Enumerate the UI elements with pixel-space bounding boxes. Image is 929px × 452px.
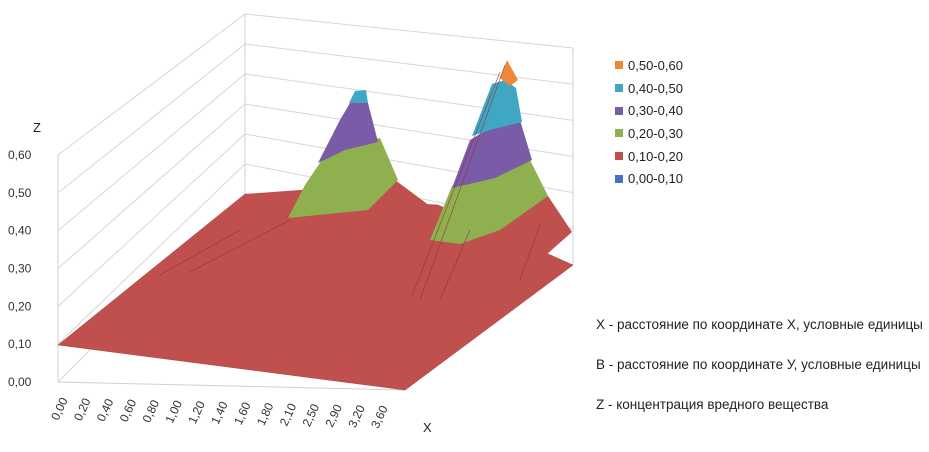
z-tick-label: 0,40 xyxy=(8,224,32,238)
right-peak-purple xyxy=(452,120,532,188)
z-gridline xyxy=(57,43,574,194)
x-tick-label: 0,20 xyxy=(71,396,94,423)
legend-label: 0,10-0,20 xyxy=(628,148,683,164)
surface xyxy=(57,60,574,391)
legend-swatch-icon xyxy=(615,61,623,70)
x-tick-label: 0,40 xyxy=(94,396,117,423)
legend-item: 0,20-0,30 xyxy=(615,122,755,145)
legend-swatch-icon xyxy=(615,174,623,183)
legend-swatch-icon xyxy=(615,84,623,93)
x-tick-label: 3,60 xyxy=(368,403,391,430)
z-gridline xyxy=(57,73,574,232)
note-y: В - расстояние по координате У, условные… xyxy=(596,357,921,372)
z-tick-label: 0,10 xyxy=(8,337,32,351)
x-tick-label: 1,00 xyxy=(162,398,185,425)
x-tick-label: 0,60 xyxy=(117,397,140,424)
x-tick-label: 0,80 xyxy=(140,397,163,424)
legend-swatch-icon xyxy=(615,129,623,138)
legend-label: 0,00-0,10 xyxy=(628,171,683,187)
legend-item: 0,50-0,60 xyxy=(615,54,755,77)
x-tick-label: 2,50 xyxy=(300,401,323,428)
legend-label: 0,20-0,30 xyxy=(628,125,683,141)
z-tick-label: 0,50 xyxy=(8,186,32,200)
left-peak-green xyxy=(288,138,398,218)
legend-item: 0,40-0,50 xyxy=(615,77,755,100)
legend: 0,50-0,60 0,40-0,50 0,30-0,40 0,20-0,30 … xyxy=(615,54,755,190)
x-tick-label: 2,10 xyxy=(277,401,300,428)
left-peak-teal xyxy=(349,90,368,103)
z-tick-label: 0,20 xyxy=(8,299,32,313)
legend-item: 0,00-0,10 xyxy=(615,167,755,190)
z-tick-label: 0,60 xyxy=(8,148,32,162)
x-axis-ticks: 0,00 0,20 0,40 0,60 0,80 1,00 1,20 1,40 1,60 1,80… xyxy=(48,395,391,430)
x-axis-label: X xyxy=(423,420,432,435)
right-peak-red xyxy=(405,196,572,300)
legend-swatch-icon xyxy=(615,106,623,115)
z-axis-ticks: 0,00 0,10 0,20 0,30 0,40 0,50 0,60 xyxy=(8,148,32,389)
x-tick-label: 2,90 xyxy=(322,402,345,429)
z-gridline xyxy=(57,103,574,269)
x-tick-label: 0,00 xyxy=(48,395,71,422)
legend-label: 0,40-0,50 xyxy=(628,80,683,96)
x-tick-label: 1,20 xyxy=(185,398,208,425)
legend-swatch-icon xyxy=(615,152,623,161)
z-tick-label: 0,00 xyxy=(8,375,32,389)
x-tick-label: 1,60 xyxy=(231,400,254,427)
z-axis-label: Z xyxy=(33,120,41,135)
legend-item: 0,10-0,20 xyxy=(615,145,755,168)
note-z: Z - концентрация вредного вещества xyxy=(596,397,829,412)
legend-label: 0,30-0,40 xyxy=(628,103,683,119)
z-gridline xyxy=(57,13,574,156)
left-peak-purple xyxy=(318,103,378,163)
z-tick-label: 0,30 xyxy=(8,262,32,276)
legend-label: 0,50-0,60 xyxy=(628,57,683,73)
legend-item: 0,30-0,40 xyxy=(615,99,755,122)
x-tick-label: 1,40 xyxy=(208,399,231,426)
x-tick-label: 1,80 xyxy=(254,400,277,427)
right-peak-green xyxy=(430,160,548,244)
note-x: X - расстояние по координате X, условные… xyxy=(596,317,923,332)
x-tick-label: 3,20 xyxy=(345,402,368,429)
axis-notes: X - расстояние по координате X, условные… xyxy=(596,316,926,436)
